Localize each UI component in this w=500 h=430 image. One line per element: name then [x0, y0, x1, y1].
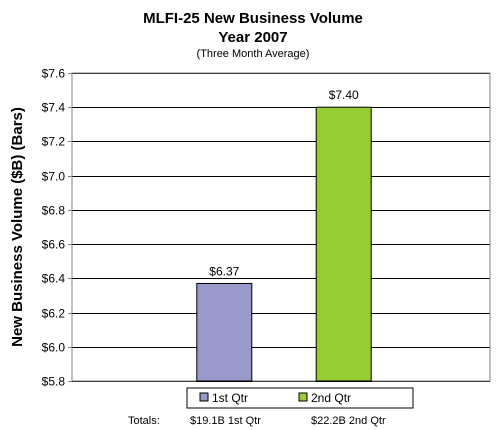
y-tick-label: $6.8	[42, 204, 66, 218]
totals-label: Totals:	[128, 415, 160, 427]
y-tick-label: $6.6	[42, 238, 66, 252]
y-tick-label: $6.0	[42, 341, 66, 355]
legend-swatch-2nd-qtr	[298, 392, 308, 402]
y-tick-label: $6.2	[42, 307, 66, 321]
legend-label-2nd-qtr: 2nd Qtr	[311, 391, 351, 405]
data-labels: $6.37 $7.40	[209, 88, 359, 278]
y-axis-label: New Business Volume ($B) (Bars)	[9, 107, 26, 347]
y-tick-label: $6.4	[42, 272, 66, 286]
data-label-1: $6.37	[209, 264, 239, 278]
y-tick-label: $7.4	[42, 101, 66, 115]
legend-swatch-1st-qtr	[199, 392, 209, 402]
chart-title-line2: Year 2007	[218, 29, 287, 46]
chart-subtitle: (Three Month Average)	[197, 48, 310, 60]
legend-label-1st-qtr: 1st Qtr	[212, 391, 248, 405]
y-axis-ticks: $5.8 $6.0 $6.2 $6.4 $6.6 $6.8 $7.0 $7.2 $7.4 $7.6	[42, 67, 72, 389]
total-1st-qtr: $19.1B 1st Qtr	[190, 415, 261, 427]
bar-1	[196, 282, 253, 382]
y-tick-label: $5.8	[42, 375, 66, 389]
bar-2	[315, 106, 372, 382]
plot-area	[71, 72, 491, 382]
bars	[196, 106, 372, 382]
gridlines	[72, 73, 490, 382]
data-label-2: $7.40	[329, 88, 359, 102]
chart-title: MLFI-25 New Business Volume	[143, 10, 363, 27]
total-2nd-qtr: $22.2B 2nd Qtr	[311, 415, 386, 427]
y-tick-label: $7.2	[42, 135, 66, 149]
y-tick-label: $7.6	[42, 67, 66, 81]
y-tick-label: $7.0	[42, 170, 66, 184]
